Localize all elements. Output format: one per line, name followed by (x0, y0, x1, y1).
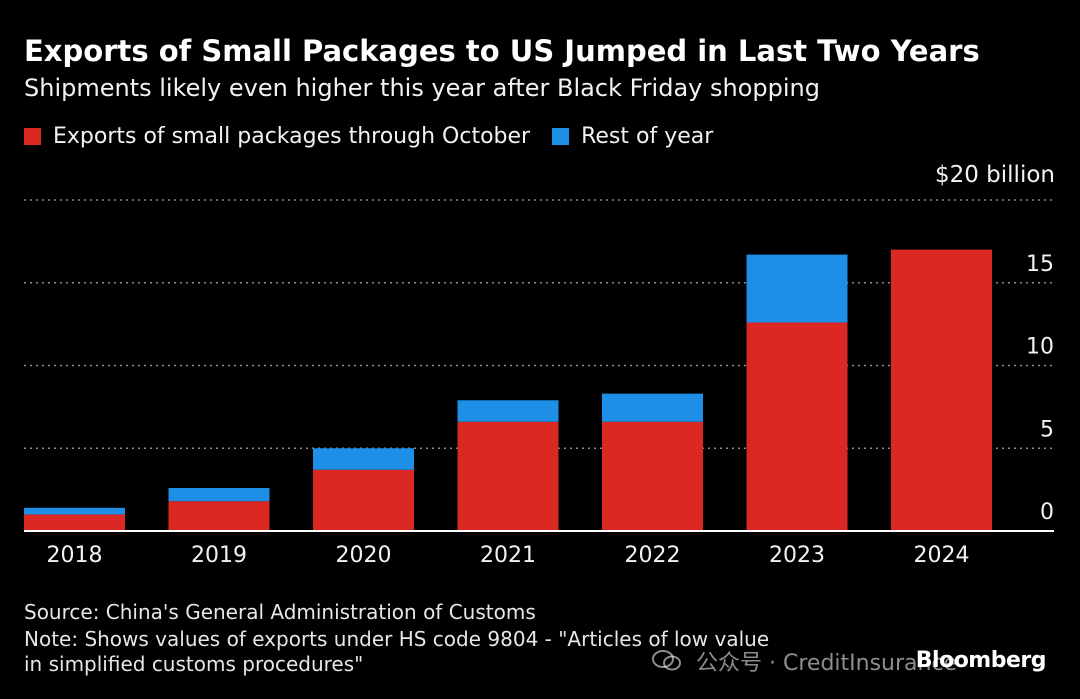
bar-2020-rest-of-year (313, 448, 414, 470)
y-tick-label-5: 5 (1040, 417, 1054, 442)
bar-2021-rest-of-year (457, 400, 559, 422)
legend-swatch-through-october (24, 128, 41, 145)
y-axis-top-label: $20 billion (934, 162, 1055, 188)
y-tick-label-15: 15 (1026, 252, 1054, 277)
x-tick-label-2021: 2021 (480, 543, 536, 568)
legend-label-rest-of-year: Rest of year (581, 124, 714, 149)
source-note: Source: China's General Administration o… (24, 600, 536, 624)
x-tick-label-2024: 2024 (914, 543, 970, 568)
chart-title: Exports of Small Packages to US Jumped i… (24, 34, 980, 68)
legend-label-through-october: Exports of small packages through Octobe… (53, 124, 531, 149)
y-tick-label-10: 10 (1026, 335, 1054, 360)
watermark-text: 公众号 · CreditInsurance (696, 651, 958, 676)
legend-item-through-october: Exports of small packages through Octobe… (24, 124, 530, 149)
bar-2023-through-october (746, 322, 848, 531)
bar-2020-through-october (313, 469, 414, 531)
chart-subtitle: Shipments likely even higher this year a… (24, 74, 820, 102)
bloomberg-logo: Bloomberg (915, 648, 1047, 673)
bar-2023-rest-of-year (746, 254, 848, 323)
y-tick-label-0: 0 (1040, 500, 1054, 525)
watermark: 公众号 · CreditInsurance (652, 645, 957, 677)
wechat-icon (652, 649, 682, 673)
bar-2019-rest-of-year (168, 487, 270, 502)
x-tick-label-2018: 2018 (47, 543, 103, 568)
footnote-line-2: in simplified customs procedures" (24, 652, 364, 676)
bar-2021-through-october (457, 421, 559, 531)
bar-2022-through-october (602, 421, 703, 531)
legend: Exports of small packages through Octobe… (24, 124, 735, 149)
bar-2018-rest-of-year (24, 507, 125, 515)
x-tick-label-2019: 2019 (191, 543, 247, 568)
legend-swatch-rest-of-year (552, 128, 570, 145)
x-tick-label-2020: 2020 (336, 543, 392, 568)
footnote-line-1: Note: Shows values of exports under HS c… (24, 627, 770, 651)
bar-2019-through-october (168, 501, 270, 531)
bar-2024-through-october (891, 249, 992, 531)
bar-2022-rest-of-year (602, 393, 703, 422)
legend-item-rest-of-year: Rest of year (552, 124, 713, 149)
x-tick-label-2023: 2023 (769, 543, 825, 568)
bar-2018-through-october (24, 514, 125, 531)
x-tick-label-2022: 2022 (625, 543, 681, 568)
